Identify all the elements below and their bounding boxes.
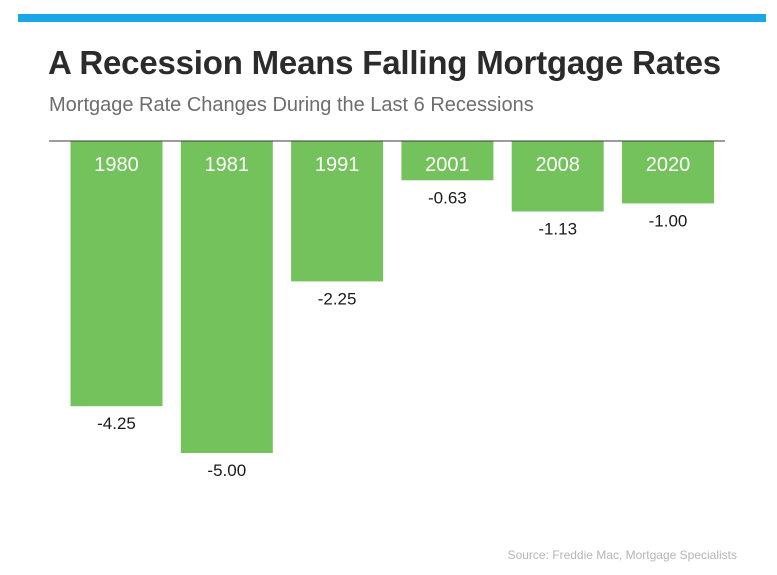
category-label-1991: 1991 <box>315 154 360 176</box>
bar-2001 <box>401 141 494 181</box>
bar-2020 <box>622 141 714 204</box>
value-label-2008: -1.13 <box>538 220 577 239</box>
category-label-1981: 1981 <box>205 154 250 176</box>
value-label-1981: -5.00 <box>207 461 246 480</box>
chart-title: A Recession Means Falling Mortgage Rates <box>48 44 721 81</box>
category-label-2008: 2008 <box>535 154 580 176</box>
chart-subtitle: Mortgage Rate Changes During the Last 6 … <box>49 94 534 116</box>
bar-1991 <box>291 141 384 282</box>
value-label-1980: -4.25 <box>97 414 136 433</box>
category-label-2001: 2001 <box>425 154 470 176</box>
source-note: Source: Freddie Mac, Mortgage Specialist… <box>507 548 737 562</box>
category-label-2020: 2020 <box>646 154 691 176</box>
category-label-1980: 1980 <box>94 154 139 176</box>
bar-1980 <box>70 141 163 407</box>
accent-bar <box>18 14 766 22</box>
value-label-2001: -0.63 <box>428 188 467 207</box>
bar-2008 <box>511 141 604 212</box>
bar-1981 <box>180 141 273 453</box>
value-label-2020: -1.00 <box>649 211 688 230</box>
value-label-1991: -2.25 <box>318 289 357 308</box>
